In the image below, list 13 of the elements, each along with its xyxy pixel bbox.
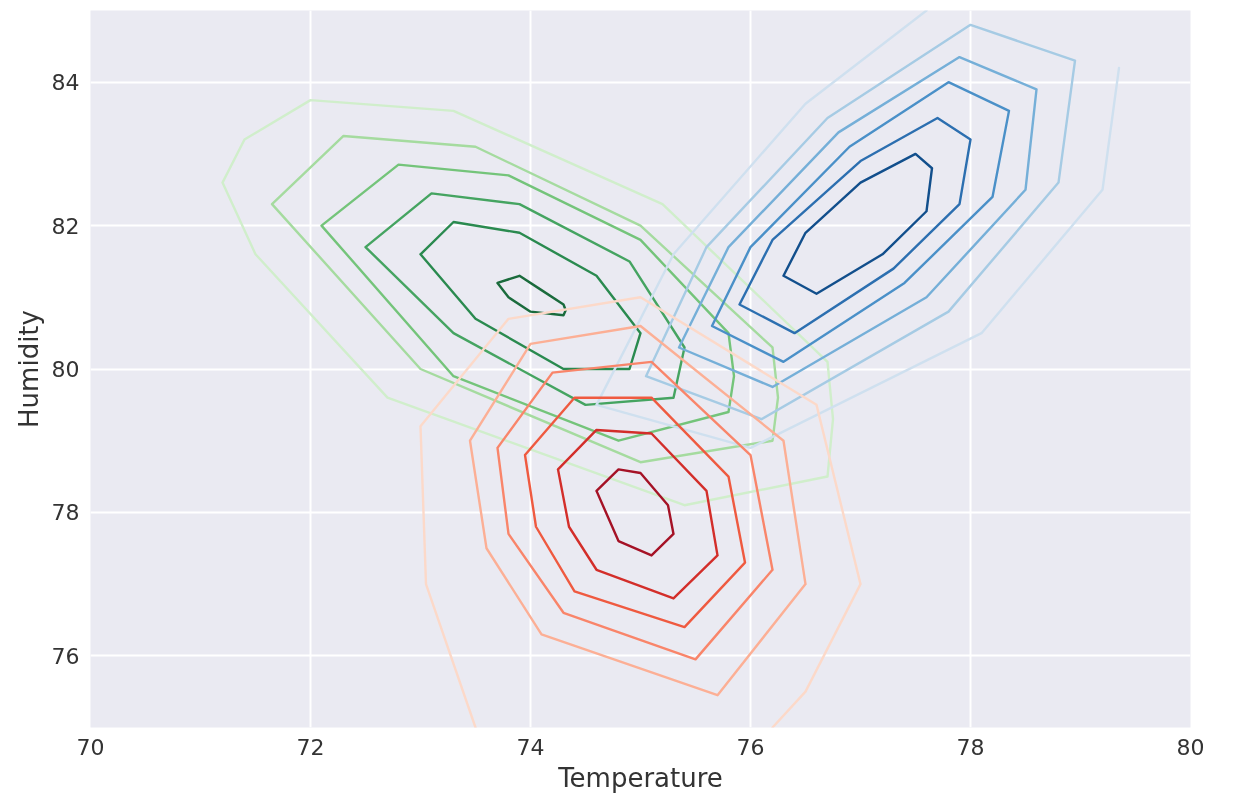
y-tick-label: 82 — [51, 213, 80, 239]
x-tick-label: 72 — [296, 734, 325, 760]
y-tick-label: 76 — [51, 643, 80, 669]
y-tick-label: 84 — [51, 70, 80, 96]
x-tick-label: 74 — [516, 734, 545, 760]
x-axis-title: Temperature — [557, 762, 723, 793]
x-tick-label: 80 — [1176, 734, 1205, 760]
y-tick-label: 80 — [51, 357, 80, 382]
y-axis-title: Humidity — [13, 310, 44, 428]
x-tick-label: 76 — [736, 734, 765, 760]
y-tick-label: 78 — [51, 500, 80, 526]
x-tick-label: 78 — [956, 734, 985, 760]
x-tick-label: 70 — [76, 734, 105, 760]
